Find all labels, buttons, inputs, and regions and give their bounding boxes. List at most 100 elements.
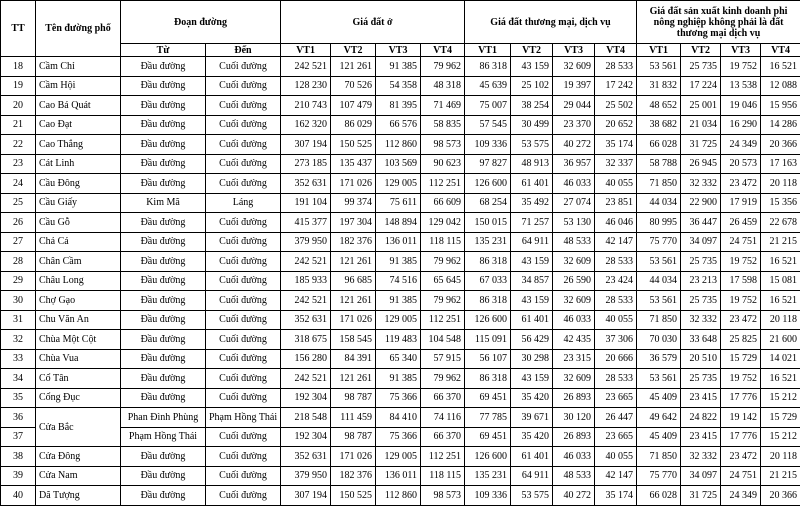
price-cell: 36 447 <box>680 212 722 233</box>
group-header: Giá đất sản xuất kinh doanh phi nông ngh… <box>636 0 800 44</box>
price-cell: 23 851 <box>594 192 638 213</box>
price-cell: 15 956 <box>760 95 800 116</box>
price-cell: 17 598 <box>720 270 762 291</box>
price-cell: 46 046 <box>594 212 638 233</box>
price-cell: 242 521 <box>280 290 332 311</box>
price-cell: 17 919 <box>720 192 762 213</box>
table-header: TT Tên đường phố Đoạn đường Giá đất ở Giá… <box>0 0 800 57</box>
price-cell: 32 332 <box>680 309 722 330</box>
price-cell: 46 033 <box>552 446 596 467</box>
price-cell: 121 261 <box>330 251 377 272</box>
price-cell: 75 366 <box>375 387 422 408</box>
tt-header: TT <box>0 0 36 57</box>
price-cell: 45 409 <box>636 426 682 447</box>
price-cell: 69 451 <box>464 426 512 447</box>
table-row: 20 Cao Bá Quát Đầu đường Cuối đường 210 743 1… <box>0 95 800 116</box>
from-cell: Đầu đường <box>120 231 206 252</box>
price-cell: 19 752 <box>720 368 762 389</box>
position-header: VT1 <box>464 43 512 57</box>
price-cell: 86 029 <box>330 114 377 135</box>
price-cell: 31 832 <box>636 75 682 96</box>
price-cell: 25 502 <box>594 95 638 116</box>
price-cell: 61 401 <box>510 173 554 194</box>
position-header: VT4 <box>594 43 638 57</box>
price-cell: 86 318 <box>464 56 512 77</box>
price-cell: 36 579 <box>636 348 682 369</box>
street-cell: Cầm Chỉ <box>35 56 121 77</box>
price-cell: 39 671 <box>510 407 554 428</box>
table-row: 37 Phạm Hồng Thái Cuối đường 192 304 98 787 7… <box>0 426 800 447</box>
price-cell: 79 962 <box>420 56 466 77</box>
price-cell: 121 261 <box>330 56 377 77</box>
price-cell: 126 600 <box>464 309 512 330</box>
position-header: VT3 <box>375 43 422 57</box>
price-cell: 28 533 <box>594 56 638 77</box>
segment-header: Đoạn đường <box>119 0 282 44</box>
price-cell: 91 385 <box>375 368 422 389</box>
price-cell: 32 609 <box>552 56 596 77</box>
price-cell: 22 678 <box>760 212 800 233</box>
price-cell: 21 215 <box>760 231 800 252</box>
tt-cell: 34 <box>0 368 36 389</box>
price-cell: 46 033 <box>552 309 596 330</box>
price-cell: 86 318 <box>464 368 512 389</box>
price-cell: 148 894 <box>375 212 422 233</box>
price-cell: 68 254 <box>464 192 512 213</box>
price-cell: 23 315 <box>552 348 596 369</box>
street-cell: Cổ Tân <box>35 368 121 389</box>
price-cell: 34 097 <box>680 231 722 252</box>
price-cell: 66 609 <box>420 192 466 213</box>
price-cell: 28 533 <box>594 290 638 311</box>
price-cell: 126 600 <box>464 446 512 467</box>
price-cell: 56 107 <box>464 348 512 369</box>
price-cell: 191 104 <box>280 192 332 213</box>
price-cell: 19 752 <box>720 56 762 77</box>
price-cell: 69 451 <box>464 387 512 408</box>
street-cell: Chân Cầm <box>35 251 121 272</box>
price-cell: 53 575 <box>510 485 554 506</box>
price-cell: 192 304 <box>280 426 332 447</box>
position-header: VT3 <box>720 43 762 57</box>
price-cell: 64 911 <box>510 231 554 252</box>
to-cell: Cuối đường <box>204 95 282 116</box>
price-cell: 242 521 <box>280 56 332 77</box>
from-cell: Đầu đường <box>120 212 206 233</box>
from-cell: Đầu đường <box>120 251 206 272</box>
table-row: 27 Chả Cá Đầu đường Cuối đường 379 950 182 37… <box>0 231 800 252</box>
tt-cell: 36 <box>0 407 36 428</box>
price-cell: 16 290 <box>720 114 762 135</box>
to-cell: Cuối đường <box>204 251 282 272</box>
to-cell: Cuối đường <box>204 387 282 408</box>
price-cell: 112 251 <box>420 309 466 330</box>
price-cell: 15 212 <box>760 387 800 408</box>
price-cell: 23 415 <box>680 387 722 408</box>
price-cell: 20 666 <box>594 348 638 369</box>
price-cell: 112 860 <box>375 485 422 506</box>
price-cell: 218 548 <box>280 407 332 428</box>
price-cell: 86 318 <box>464 290 512 311</box>
price-cell: 150 015 <box>464 212 512 233</box>
street-cell: Cổng Đục <box>35 387 121 408</box>
tt-cell: 33 <box>0 348 36 369</box>
price-cell: 242 521 <box>280 251 332 272</box>
table-row: 25 Cầu Giấy Kim Mã Láng 191 104 99 374 75 611 6… <box>0 192 800 213</box>
price-cell: 66 370 <box>420 426 466 447</box>
price-cell: 136 011 <box>375 465 422 486</box>
price-cell: 23 213 <box>680 270 722 291</box>
price-cell: 35 174 <box>594 485 638 506</box>
price-cell: 16 521 <box>760 251 800 272</box>
price-cell: 32 609 <box>552 290 596 311</box>
price-cell: 20 118 <box>760 173 800 194</box>
price-cell: 79 962 <box>420 368 466 389</box>
price-cell: 40 272 <box>552 134 596 155</box>
price-cell: 12 088 <box>760 75 800 96</box>
price-cell: 32 609 <box>552 368 596 389</box>
price-cell: 61 401 <box>510 446 554 467</box>
price-cell: 19 752 <box>720 251 762 272</box>
table-row: 23 Cát Linh Đầu đường Cuối đường 273 185 135 … <box>0 153 800 174</box>
price-cell: 48 652 <box>636 95 682 116</box>
price-cell: 162 320 <box>280 114 332 135</box>
price-cell: 26 447 <box>594 407 638 428</box>
price-cell: 415 377 <box>280 212 332 233</box>
table-row: 38 Cửa Đông Đầu đường Cuối đường 352 631 171 … <box>0 446 800 467</box>
